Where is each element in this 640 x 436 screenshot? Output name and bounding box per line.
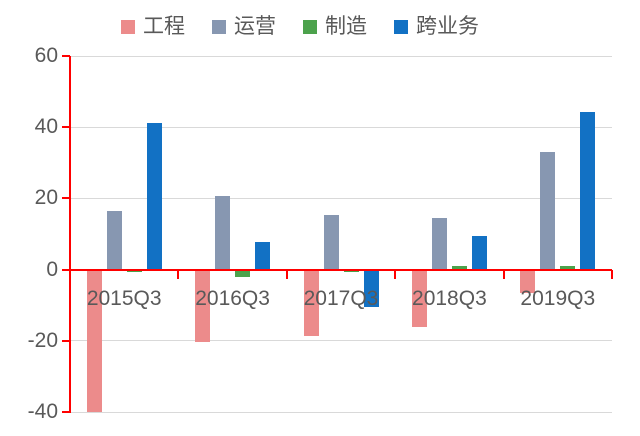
bar-运营-2018Q3	[431, 218, 447, 270]
y-axis-label: 60	[34, 44, 58, 67]
bar-跨业务-2016Q3	[255, 241, 271, 270]
bar-制造-2018Q3	[451, 266, 467, 270]
legend-item-运营: 运营	[212, 14, 276, 40]
gridline-y-60	[70, 55, 612, 57]
bar-运营-2017Q3	[323, 214, 339, 270]
y-axis-label: 20	[34, 186, 58, 210]
legend-swatch-icon	[121, 20, 135, 34]
bar-工程-2019Q3	[520, 269, 536, 293]
bar-运营-2015Q3	[106, 210, 122, 270]
legend-label: 跨业务	[416, 15, 479, 38]
x-axis-label: 2015Q3	[86, 286, 162, 310]
y-axis-tick	[62, 55, 70, 57]
x-axis-line	[70, 268, 612, 271]
legend-label: 工程	[143, 15, 185, 38]
bar-工程-2016Q3	[195, 269, 211, 342]
bar-制造-2016Q3	[235, 269, 251, 278]
legend-item-工程: 工程	[121, 14, 185, 40]
bar-跨业务-2019Q3	[580, 111, 596, 270]
x-axis-tick	[502, 269, 505, 279]
bar-制造-2017Q3	[343, 269, 359, 273]
x-axis-tick	[611, 269, 613, 279]
legend-swatch-icon	[303, 20, 317, 34]
bar-工程-2018Q3	[411, 269, 427, 327]
bar-制造-2015Q3	[126, 269, 142, 273]
bar-工程-2017Q3	[303, 269, 319, 336]
bar-运营-2016Q3	[215, 196, 231, 270]
x-axis-tick	[69, 269, 71, 279]
bar-跨业务-2015Q3	[146, 122, 162, 270]
x-axis-label: 2019Q3	[520, 286, 596, 310]
x-axis-tick	[177, 269, 180, 279]
x-axis-tick	[394, 269, 397, 279]
chart-legend: 工程 运营 制造 跨业务	[0, 14, 600, 40]
y-axis-tick	[62, 197, 70, 200]
y-axis-tick	[62, 268, 70, 271]
bar-运营-2019Q3	[540, 152, 556, 270]
bar-跨业务-2018Q3	[471, 235, 487, 270]
legend-item-跨业务: 跨业务	[394, 14, 479, 40]
legend-swatch-icon	[212, 20, 226, 34]
gridline-y--20	[70, 340, 612, 342]
bar-制造-2019Q3	[560, 266, 576, 270]
legend-item-制造: 制造	[303, 14, 367, 40]
legend-swatch-icon	[394, 20, 408, 34]
x-axis-label: 2016Q3	[195, 286, 270, 310]
y-axis-label: -40	[27, 400, 58, 423]
y-axis-label: 0	[46, 257, 58, 281]
legend-label: 制造	[325, 15, 367, 38]
gridline-y--40	[70, 411, 612, 413]
gridline-y-40	[70, 126, 612, 128]
x-axis-tick	[285, 269, 288, 279]
y-axis-label: -20	[27, 328, 58, 352]
x-axis-label: 2017Q3	[303, 286, 379, 310]
gridline-y-20	[70, 197, 612, 199]
bar-工程-2015Q3	[86, 269, 102, 412]
y-axis-tick	[62, 126, 70, 129]
x-axis-label: 2018Q3	[412, 286, 487, 310]
y-axis-tick	[62, 339, 70, 342]
y-axis-label: 40	[34, 115, 58, 139]
legend-label: 运营	[234, 15, 276, 38]
y-axis-tick	[62, 411, 70, 413]
bar-跨业务-2017Q3	[363, 269, 379, 307]
y-axis-line	[69, 56, 71, 413]
